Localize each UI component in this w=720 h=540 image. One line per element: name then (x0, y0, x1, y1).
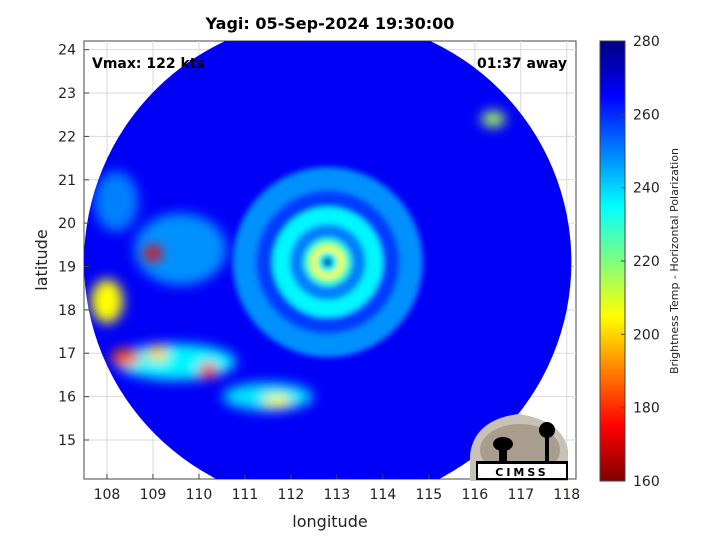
rain-cell (111, 348, 140, 367)
colorbar-tick-label: 200 (633, 327, 660, 343)
rain-band-south (111, 111, 506, 411)
y-tick-label: 18 (58, 303, 76, 319)
logo-text: CIMSS (495, 466, 548, 479)
colorbar-tick-label: 160 (633, 474, 660, 490)
y-tick-label: 19 (58, 260, 76, 276)
colorbar-tick-label: 260 (633, 107, 660, 123)
storm-core (232, 167, 423, 358)
rain-cell (147, 345, 168, 362)
warm-blob (90, 279, 123, 324)
colorbar-tick-label: 220 (633, 254, 660, 270)
warm-blob (134, 213, 227, 286)
colorbar-tick-label: 180 (633, 401, 660, 417)
rain-cell (263, 394, 292, 407)
y-tick-label: 24 (58, 43, 76, 59)
x-axis-label: longitude (292, 512, 367, 531)
y-tick-label: 23 (58, 86, 76, 102)
y-axis-ticks: 15 16 17 18 19 20 21 22 23 24 (58, 43, 89, 449)
colorbar-ticks: 160 180 200 220 240 260 280 (621, 34, 660, 490)
x-tick-label: 110 (186, 487, 213, 503)
cimss-logo: CIMSS (470, 414, 568, 481)
time-offset-annotation: 01:37 away (477, 56, 567, 72)
colorbar-tick-label: 280 (633, 34, 660, 50)
y-axis-label: latitude (32, 229, 51, 290)
vmax-annotation: Vmax: 122 kts (92, 56, 205, 72)
colorbar-label: Brightness Temp - Horizontal Polarizatio… (668, 148, 681, 374)
y-tick-label: 22 (58, 129, 76, 145)
x-tick-label: 111 (232, 487, 259, 503)
rain-cell (143, 245, 162, 262)
storm-eye (322, 257, 333, 268)
x-tick-label: 117 (507, 487, 534, 503)
x-tick-label: 114 (370, 487, 397, 503)
colorbar-tick-label: 240 (633, 181, 660, 197)
colorbar-gradient (599, 40, 626, 482)
x-tick-label: 115 (415, 487, 442, 503)
y-tick-label: 20 (58, 216, 76, 232)
x-axis-ticks: 108 109 110 111 112 113 114 115 116 117 118 (94, 474, 580, 503)
x-tick-label: 112 (278, 487, 305, 503)
land-warm-area (90, 171, 227, 324)
x-tick-label: 116 (461, 487, 488, 503)
y-tick-label: 16 (58, 390, 76, 406)
warm-blob (94, 171, 139, 232)
rain-cell (481, 111, 506, 128)
x-tick-label: 109 (140, 487, 167, 503)
brightness-temp-swath (84, 41, 572, 479)
colorbar: 160 180 200 220 240 260 280 (599, 34, 660, 490)
chart-title: Yagi: 05-Sep-2024 19:30:00 (205, 14, 455, 33)
y-tick-label: 21 (58, 173, 76, 189)
y-tick-label: 17 (58, 346, 76, 362)
x-tick-label: 118 (553, 487, 580, 503)
x-tick-label: 113 (324, 487, 351, 503)
y-tick-label: 15 (58, 433, 76, 449)
rain-cell (199, 362, 218, 379)
x-tick-label: 108 (94, 487, 121, 503)
